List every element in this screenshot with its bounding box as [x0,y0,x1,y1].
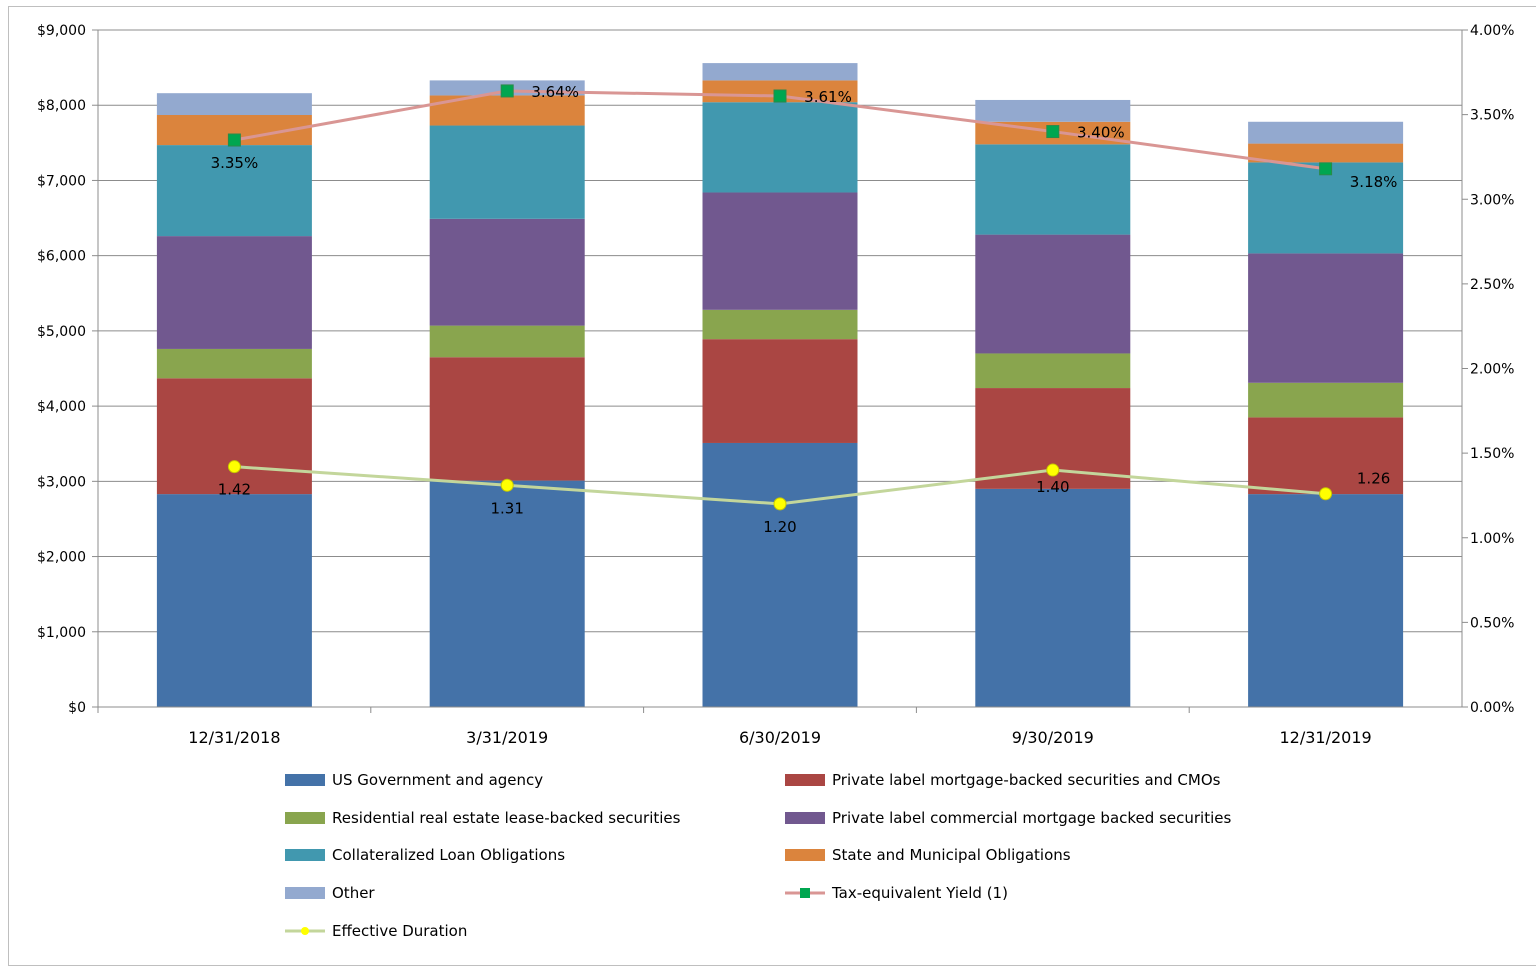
x-tick-label: 9/30/2019 [1012,728,1094,747]
bar-segment [156,145,312,237]
x-tick-label: 6/30/2019 [739,728,821,747]
bar-segment [975,488,1131,707]
y-tick-label: $0 [68,700,86,716]
yield-marker [1319,162,1333,176]
duration-marker [1319,487,1333,501]
bar-segment [1248,121,1404,144]
bar-segment [702,63,858,81]
yield-marker [500,84,514,98]
y-tick-label: $7,000 [37,173,86,189]
bar-segment [1248,382,1404,418]
bar-segment [1248,143,1404,163]
y2-tick-label: 1.00% [1470,531,1514,547]
bar-segment [975,99,1131,122]
yield-data-label: 3.61% [804,88,852,106]
duration-data-label: 1.40 [1036,478,1069,496]
y-tick-label: $1,000 [37,625,86,641]
legend-swatch [785,774,825,786]
bar-segment [429,125,585,219]
yield-data-label: 3.35% [211,154,259,172]
y2-tick-label: 4.00% [1470,23,1514,39]
bar-segment [429,218,585,326]
x-tick-label: 12/31/2018 [188,728,280,747]
duration-data-label: 1.26 [1357,470,1390,488]
legend-label: Residential real estate lease-backed sec… [332,809,681,827]
y2-tick-label: 1.50% [1470,446,1514,462]
yield-marker [1046,125,1060,139]
bar-segment [702,339,858,443]
legend-swatch [285,849,325,861]
yield-data-label: 3.18% [1350,173,1398,191]
y2-tick-label: 0.50% [1470,615,1514,631]
bar-segment [429,357,585,481]
y-tick-label: $8,000 [37,98,86,114]
bar-segment [1248,162,1404,254]
y-tick-label: $2,000 [37,550,86,566]
legend-swatch [785,849,825,861]
legend-label: Private label commercial mortgage backed… [832,809,1231,827]
y2-tick-label: 2.50% [1470,277,1514,293]
bar-segment [975,234,1131,354]
bar-segment [156,348,312,379]
legend-marker [301,927,309,935]
y2-tick-label: 0.00% [1470,700,1514,716]
x-tick-label: 12/31/2019 [1279,728,1371,747]
duration-marker [500,478,514,492]
bar-segment [975,353,1131,389]
yield-data-label: 3.64% [531,83,579,101]
x-tick-label: 3/31/2019 [466,728,548,747]
duration-marker [773,497,787,511]
y2-tick-label: 2.00% [1470,362,1514,378]
duration-data-label: 1.31 [490,499,523,517]
legend-swatch [785,812,825,824]
bar-segment [156,236,312,349]
y-tick-label: $4,000 [37,399,86,415]
legend-swatch [285,812,325,824]
legend-label: Other [332,884,375,902]
bar-segment [429,325,585,358]
duration-data-label: 1.20 [763,518,796,536]
legend-label: Effective Duration [332,922,467,940]
bar-segment [702,442,858,707]
legend-marker [800,888,810,898]
y2-tick-label: 3.50% [1470,108,1514,124]
legend-label: US Government and agency [332,771,543,789]
legend-label: Private label mortgage-backed securities… [832,771,1221,789]
yield-data-label: 3.40% [1077,124,1125,142]
yield-marker [227,133,241,147]
duration-marker [1046,463,1060,477]
bar-segment [702,102,858,193]
bar-segment [1248,253,1404,383]
bar-segment [156,378,312,495]
bar-segment [156,93,312,116]
duration-marker [227,460,241,474]
bar-segment [975,144,1131,235]
legend-label: State and Municipal Obligations [832,846,1071,864]
legend-label: Tax-equivalent Yield (1) [831,884,1008,902]
y-tick-label: $6,000 [37,249,86,265]
legend-swatch [285,774,325,786]
legend-label: Collateralized Loan Obligations [332,846,565,864]
bar-segment [1248,417,1404,495]
bar-segment [702,192,858,310]
y2-tick-label: 3.00% [1470,192,1514,208]
y-tick-label: $9,000 [37,23,86,39]
bar-segment [702,309,858,340]
legend-swatch [285,887,325,899]
y-tick-label: $5,000 [37,324,86,340]
y-tick-label: $3,000 [37,474,86,490]
duration-data-label: 1.42 [218,481,251,499]
bar-segment [1248,494,1404,707]
bar-segment [156,494,312,707]
yield-marker [773,89,787,103]
bar-segment [429,480,585,707]
